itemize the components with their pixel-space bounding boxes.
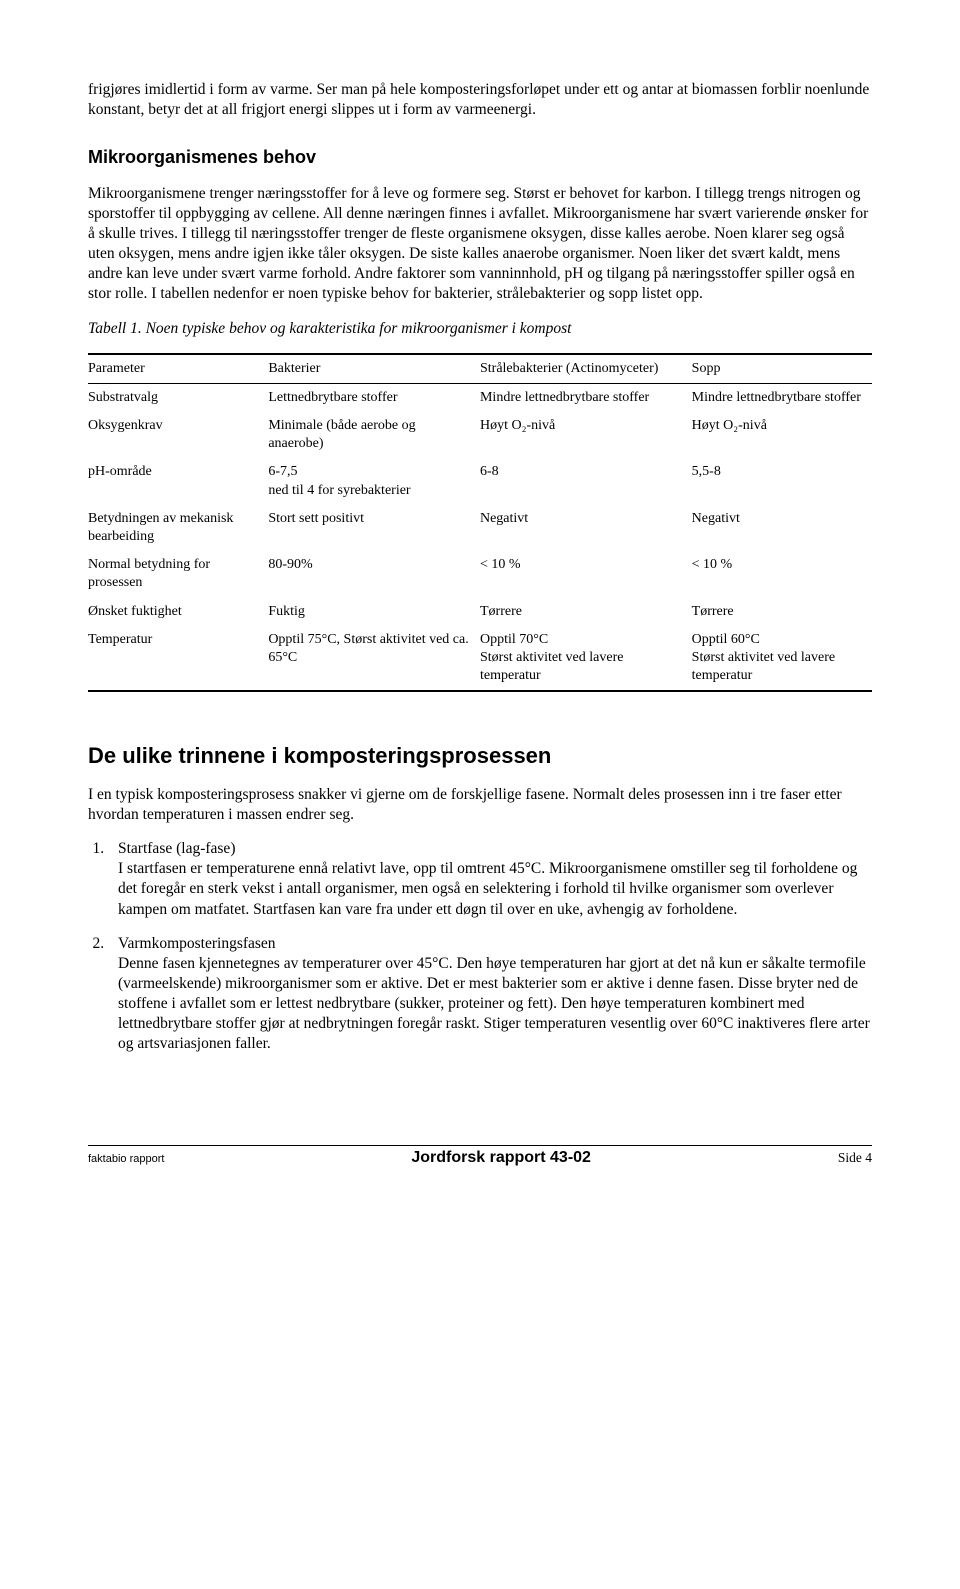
cell: 6-7,5ned til 4 for syrebakterier: [268, 458, 480, 504]
table-caption: Tabell 1. Noen typiske behov og karakter…: [88, 319, 872, 339]
cell: pH-område: [88, 458, 268, 504]
table-header-row: Parameter Bakterier Strålebakterier (Act…: [88, 354, 872, 384]
th-parameter: Parameter: [88, 354, 268, 384]
list-item: Startfase (lag-fase) I startfasen er tem…: [108, 839, 872, 920]
table-row: pH-område 6-7,5ned til 4 for syrebakteri…: [88, 458, 872, 504]
cell: Fuktig: [268, 598, 480, 626]
cell: Substratvalg: [88, 383, 268, 412]
phase-list: Startfase (lag-fase) I startfasen er tem…: [88, 839, 872, 1054]
li1-body: I startfasen er temperaturene ennå relat…: [118, 860, 857, 917]
cell: < 10 %: [692, 551, 872, 597]
heading-mikro: Mikroorganismenes behov: [88, 146, 872, 169]
heading-trinn: De ulike trinnene i komposteringsprosess…: [88, 742, 872, 771]
cell: Minimale (både aerobe og anaerobe): [268, 412, 480, 458]
cell: Høyt O₂-nivå: [480, 412, 692, 458]
cell: Temperatur: [88, 626, 268, 692]
th-sopp: Sopp: [692, 354, 872, 384]
page-footer: faktabio rapport Jordforsk rapport 43-02…: [88, 1145, 872, 1169]
th-straalebakterier: Strålebakterier (Actinomyceter): [480, 354, 692, 384]
cell: Høyt O₂-nivå: [692, 412, 872, 458]
footer-left: faktabio rapport: [88, 1152, 164, 1166]
cell: Opptil 60°CStørst aktivitet ved lavere t…: [692, 626, 872, 692]
cell: Tørrere: [480, 598, 692, 626]
li2-body: Denne fasen kjennetegnes av temperaturer…: [118, 955, 870, 1053]
cell: Stort sett positivt: [268, 505, 480, 551]
cell: Normal betydning for prosessen: [88, 551, 268, 597]
th-bakterier: Bakterier: [268, 354, 480, 384]
list-item: Varmkomposteringsfasen Denne fasen kjenn…: [108, 934, 872, 1055]
cell: Betydningen av mekanisk bearbeiding: [88, 505, 268, 551]
cell: Oksygenkrav: [88, 412, 268, 458]
table-row: Normal betydning for prosessen 80-90% < …: [88, 551, 872, 597]
cell: Opptil 70°CStørst aktivitet ved lavere t…: [480, 626, 692, 692]
cell: 6-8: [480, 458, 692, 504]
li2-title: Varmkomposteringsfasen: [118, 935, 276, 952]
cell: Opptil 75°C, Størst aktivitet ved ca. 65…: [268, 626, 480, 692]
cell: Tørrere: [692, 598, 872, 626]
cell: Lettnedbrytbare stoffer: [268, 383, 480, 412]
cell: Ønsket fuktighet: [88, 598, 268, 626]
cell: 5,5-8: [692, 458, 872, 504]
table-row: Oksygenkrav Minimale (både aerobe og ana…: [88, 412, 872, 458]
mikro-paragraph: Mikroorganismene trenger næringsstoffer …: [88, 184, 872, 305]
intro-paragraph: frigjøres imidlertid i form av varme. Se…: [88, 80, 872, 120]
cell: Negativt: [480, 505, 692, 551]
li1-title: Startfase (lag-fase): [118, 840, 235, 857]
organisms-table: Parameter Bakterier Strålebakterier (Act…: [88, 353, 872, 693]
trinn-intro: I en typisk komposteringsprosess snakker…: [88, 785, 872, 825]
cell: Mindre lettnedbrytbare stoffer: [692, 383, 872, 412]
cell: Mindre lettnedbrytbare stoffer: [480, 383, 692, 412]
table-row: Substratvalg Lettnedbrytbare stoffer Min…: [88, 383, 872, 412]
table-row: Ønsket fuktighet Fuktig Tørrere Tørrere: [88, 598, 872, 626]
table-row: Temperatur Opptil 75°C, Størst aktivitet…: [88, 626, 872, 692]
footer-right: Side 4: [838, 1149, 872, 1167]
cell: 80-90%: [268, 551, 480, 597]
table-row: Betydningen av mekanisk bearbeiding Stor…: [88, 505, 872, 551]
footer-center: Jordforsk rapport 43-02: [411, 1148, 591, 1169]
cell: < 10 %: [480, 551, 692, 597]
cell: Negativt: [692, 505, 872, 551]
